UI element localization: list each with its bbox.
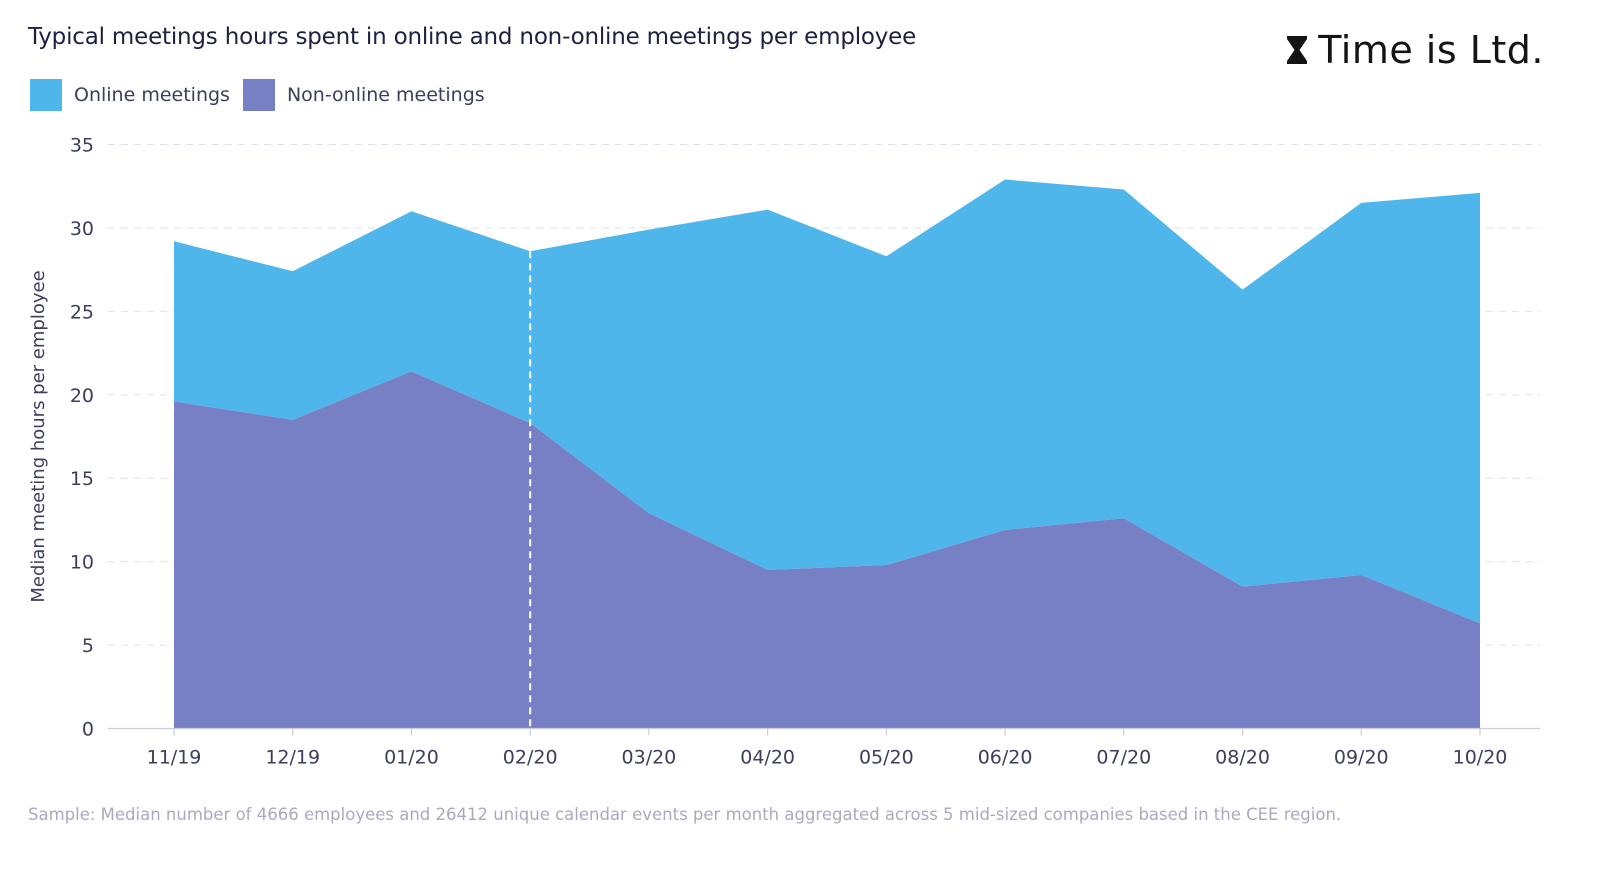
chart-legend: Online meetings Non-online meetings: [30, 79, 498, 111]
legend-item-online: Online meetings: [30, 79, 230, 111]
x-tick-label-6: 05/20: [859, 747, 914, 769]
x-tick-label-8: 07/20: [1096, 747, 1151, 769]
hourglass-icon: [1287, 36, 1308, 64]
y-tick-label-35: 35: [70, 135, 94, 157]
x-tick-label-9: 08/20: [1215, 747, 1270, 769]
x-tick-label-3: 02/20: [503, 747, 558, 769]
brand-logo: Time is Ltd.: [1286, 28, 1544, 72]
y-tick-label-25: 25: [70, 301, 94, 323]
x-tick-label-2: 01/20: [384, 747, 439, 769]
legend-label-non-online: Non-online meetings: [286, 84, 485, 106]
x-tick-label-7: 06/20: [978, 747, 1033, 769]
x-tick-label-1: 12/19: [265, 747, 320, 769]
area-online-meetings: [174, 179, 1480, 624]
x-tick-label-0: 11/19: [147, 747, 202, 769]
y-axis-label: Median meeting hours per employee: [28, 270, 49, 602]
y-tick-label-10: 10: [70, 552, 94, 574]
x-tick-label-11: 10/20: [1453, 747, 1508, 769]
legend-swatch-online: [30, 79, 62, 111]
y-tick-label-5: 5: [82, 635, 94, 657]
legend-swatch-non-online: [242, 79, 275, 111]
legend-label-online: Online meetings: [74, 84, 230, 106]
footnote: Sample: Median number of 4666 employees …: [28, 805, 1342, 824]
y-tick-label-20: 20: [70, 385, 94, 407]
area-non-online-meetings: [174, 371, 1480, 729]
x-tick-label-5: 04/20: [740, 747, 795, 769]
y-tick-label-15: 15: [70, 468, 94, 490]
x-tick-label-4: 03/20: [622, 747, 677, 769]
y-tick-label-0: 0: [82, 719, 94, 741]
x-tick-label-10: 09/20: [1334, 747, 1389, 769]
chart-title: Typical meetings hours spent in online a…: [28, 24, 917, 50]
legend-item-non-online: Non-online meetings: [242, 79, 485, 111]
brand-name: Time is Ltd.: [1318, 28, 1544, 72]
y-tick-label-30: 30: [70, 218, 94, 240]
